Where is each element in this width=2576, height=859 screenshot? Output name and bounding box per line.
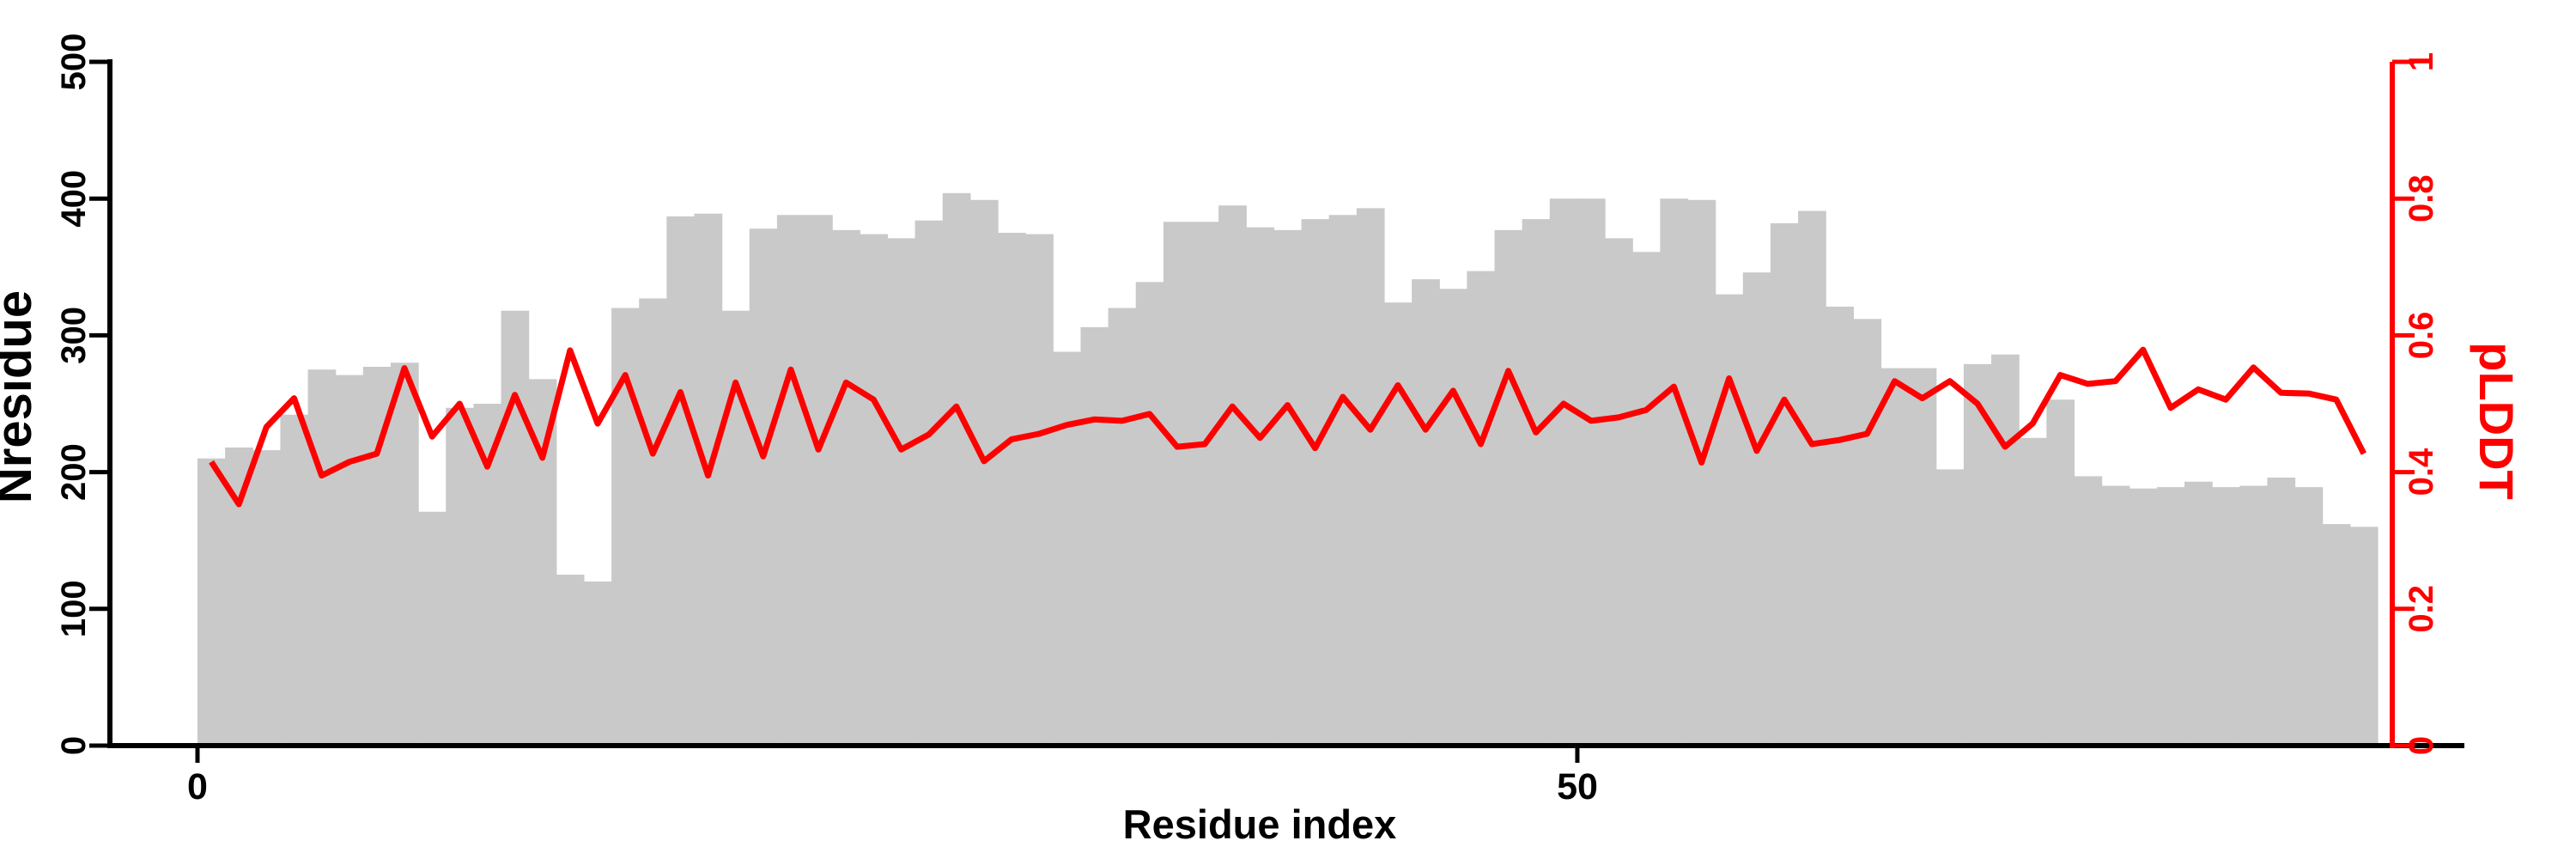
- bar: [666, 216, 696, 747]
- bar: [1826, 306, 1854, 748]
- bar: [2184, 481, 2213, 747]
- y-tick-label: 400: [55, 170, 93, 228]
- bar: [1218, 205, 1247, 747]
- bar: [1632, 252, 1661, 747]
- bar: [2267, 477, 2296, 747]
- bar: [1301, 219, 1330, 747]
- bar: [583, 581, 612, 747]
- bar: [1660, 198, 1689, 747]
- y2-tick-label: 1: [2403, 52, 2440, 71]
- x-tick-label: 0: [187, 766, 208, 807]
- bar: [1328, 215, 1358, 748]
- bar: [998, 233, 1026, 747]
- bar: [307, 369, 337, 747]
- bar: [1135, 282, 1164, 747]
- bar: [2212, 487, 2240, 747]
- bar: [969, 199, 999, 748]
- bottom-axis: 0 50: [107, 743, 2464, 807]
- bar: [2322, 524, 2351, 747]
- bar: [2349, 527, 2379, 747]
- bar: [1053, 351, 1082, 747]
- bar: [1963, 363, 1992, 747]
- right-axis: 0 0.2 0.4 0.6 0.8 1: [2390, 52, 2440, 755]
- bar: [1687, 199, 1716, 748]
- bar: [1577, 198, 1606, 747]
- bar: [335, 375, 364, 747]
- bar: [1853, 319, 1882, 747]
- bar: [776, 215, 805, 748]
- bar: [2046, 399, 2075, 747]
- bar: [2129, 488, 2158, 747]
- bar: [694, 213, 723, 747]
- bar: [1605, 238, 1633, 747]
- y2-tick-label: 0.2: [2403, 585, 2440, 633]
- y-tick-label: 200: [55, 443, 93, 501]
- bar: [1880, 368, 1910, 747]
- x-tick-label: 50: [1557, 766, 1598, 807]
- bars-layer: [197, 192, 2379, 748]
- bar: [2294, 487, 2324, 747]
- bar: [1549, 198, 1578, 747]
- bar: [2019, 437, 2047, 747]
- bar: [1798, 210, 1826, 747]
- bar: [1025, 234, 1054, 748]
- y2-tick-label: 0.6: [2403, 312, 2440, 360]
- y2-tick-label: 0.8: [2403, 174, 2440, 222]
- bar: [418, 511, 447, 747]
- bar: [749, 228, 778, 748]
- y-tick-label: 300: [55, 307, 93, 364]
- bar: [473, 404, 502, 747]
- bar: [832, 229, 860, 747]
- bar: [280, 414, 309, 747]
- bar: [805, 215, 833, 748]
- bar: [1522, 219, 1551, 747]
- bar: [887, 238, 916, 747]
- y-axis-title: Nresidue: [0, 290, 42, 503]
- y2-tick-label: 0: [2403, 736, 2440, 755]
- bar: [2074, 476, 2103, 747]
- bar: [1108, 308, 1137, 747]
- x-axis-title: Residue index: [1123, 801, 1397, 847]
- bar: [252, 450, 282, 747]
- left-axis: 0 100 200 300 400 500: [55, 34, 112, 755]
- bar: [446, 407, 474, 747]
- bar: [1356, 208, 1385, 748]
- bar: [1439, 289, 1467, 747]
- bar: [2101, 485, 2130, 747]
- bar: [1991, 354, 2020, 747]
- bar: [639, 298, 667, 747]
- plddt-line: [209, 346, 2367, 508]
- bar: [556, 575, 585, 747]
- bar: [1467, 271, 1496, 748]
- bar: [1715, 294, 1744, 747]
- bar: [1935, 469, 1965, 747]
- y-tick-label: 500: [55, 34, 93, 91]
- bar: [197, 458, 226, 747]
- bar: [860, 234, 889, 748]
- bar: [1080, 326, 1109, 747]
- bar: [942, 192, 971, 747]
- y2-tick-label: 0.4: [2403, 448, 2440, 496]
- y-tick-label: 100: [55, 580, 93, 637]
- bar: [1742, 272, 1771, 747]
- bar: [1383, 302, 1413, 747]
- y-tick-label: 0: [55, 736, 93, 755]
- bar: [721, 310, 750, 747]
- y2-axis-title: pLDDT: [2470, 342, 2524, 500]
- bar: [1191, 222, 1219, 747]
- bar: [1246, 227, 1275, 747]
- bar: [914, 220, 944, 747]
- bar: [2239, 485, 2269, 747]
- bar: [1163, 222, 1192, 747]
- bar: [390, 362, 419, 747]
- bar: [1770, 222, 1799, 747]
- bar: [1273, 229, 1303, 747]
- bar: [2156, 487, 2185, 747]
- bar: [1494, 229, 1523, 747]
- bar: [501, 310, 530, 747]
- bar: [1412, 279, 1440, 747]
- bar: [1908, 368, 1937, 747]
